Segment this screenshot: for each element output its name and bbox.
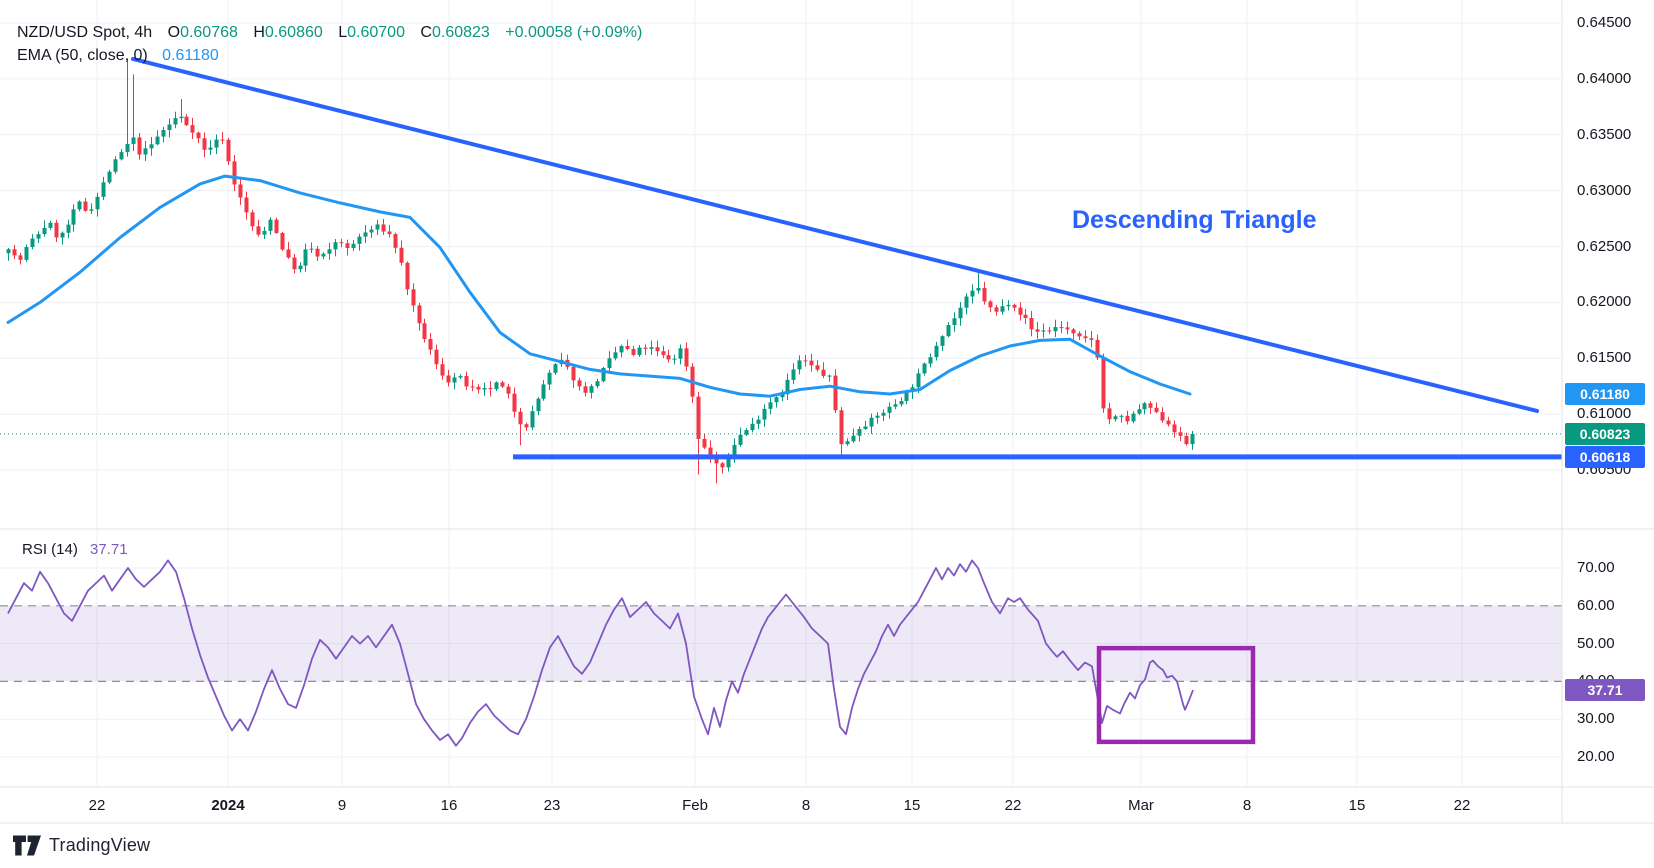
rsi-legend-value: 37.71: [90, 541, 128, 558]
ohlc-low-value: 0.60700: [347, 24, 405, 41]
rsi-line[interactable]: [7, 559, 1194, 747]
ohlc-open-label: O: [167, 24, 181, 41]
ohlc-change-value: +0.00058 (+0.09%): [505, 24, 643, 41]
rsi-highlight-box[interactable]: [1096, 645, 1256, 745]
candles-layer: [6, 58, 1195, 484]
tradingview-logo-text: TradingView: [49, 835, 151, 855]
ohlc-low-label: L: [338, 24, 348, 41]
ohlc-close-label: C: [420, 24, 432, 41]
ohlc-open-value: 0.60768: [180, 24, 238, 41]
ema-legend-label: EMA (50, close, 0): [17, 47, 148, 64]
rsi-band: [0, 605, 1562, 682]
tradingview-logo[interactable]: TradingView: [13, 835, 150, 856]
symbol-title: NZD/USD Spot, 4h: [17, 24, 153, 41]
ohlc-close-value: 0.60823: [431, 24, 490, 41]
ema-line[interactable]: [6, 174, 1192, 398]
ema-legend[interactable]: EMA (50, close, 0) 0.61180: [17, 47, 219, 65]
tradingview-logo-icon: [13, 835, 41, 856]
ema-legend-value: 0.61180: [162, 47, 219, 64]
rsi-legend-label: RSI (14): [22, 541, 78, 558]
ohlc-high-value: 0.60860: [264, 24, 323, 41]
rsi-legend[interactable]: RSI (14) 37.71: [22, 541, 128, 558]
symbol-legend: NZD/USD Spot, 4h O0.60768 H0.60860 L0.60…: [17, 24, 642, 42]
descending-trendline[interactable]: [131, 56, 1539, 413]
descending-triangle-annotation[interactable]: Descending Triangle: [1072, 206, 1317, 234]
ohlc-high-label: H: [253, 24, 265, 41]
